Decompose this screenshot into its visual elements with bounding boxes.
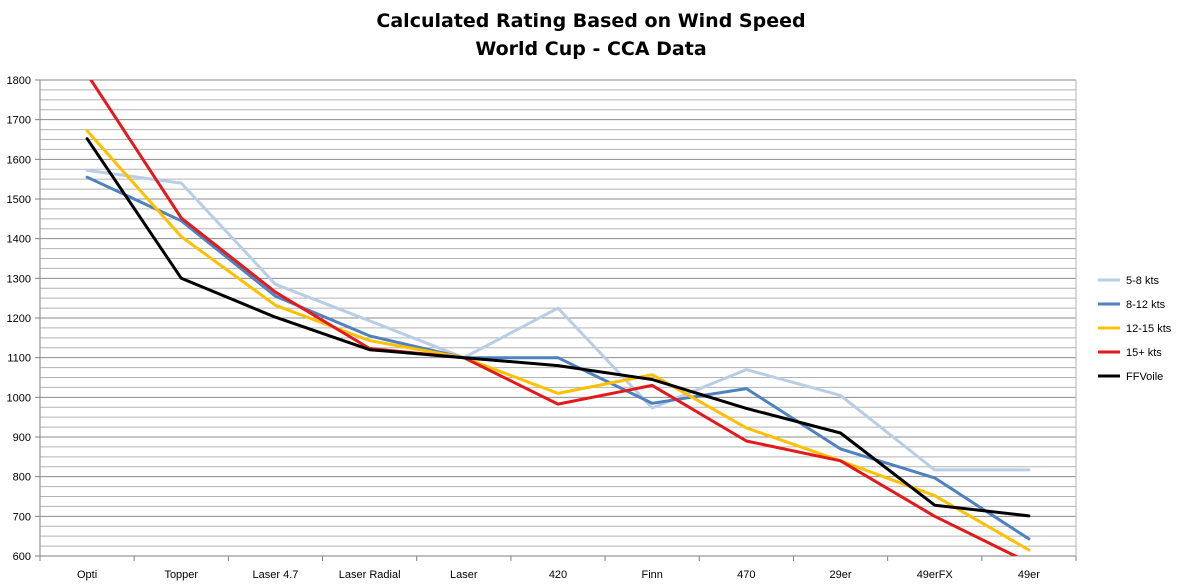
x-tick-label: 49er [1018,569,1040,581]
x-tick-label: Finn [641,569,662,581]
series-line [85,168,1031,472]
y-tick-label: 1500 [7,194,31,206]
x-tick-label: 29er [830,569,852,581]
legend-label: 15+ kts [1126,347,1162,359]
series-line [89,80,1019,556]
chart-title: Calculated Rating Based on Wind Speed [376,10,805,32]
y-tick-label: 1800 [7,75,31,87]
x-tick-label: Laser 4.7 [253,569,299,581]
y-axis-ticks: 600 700 800 900 1000 1100 1200 1300 1400 1500 1600… [7,75,40,563]
gridlines [40,79,1076,557]
chart-subtitle: World Cup - CCA Data [475,38,706,60]
y-tick-label: 1100 [7,353,31,365]
y-tick-label: 1300 [7,273,31,285]
x-tick-label: 420 [549,569,567,581]
y-tick-label: 1000 [7,392,31,404]
legend: 5-8 kts 8-12 kts 12-15 kts 15+ kts FFVoile [1098,275,1172,383]
legend-label: 12-15 kts [1126,323,1172,335]
y-tick-label: 1700 [7,115,31,127]
x-tick-label: Laser [450,569,478,581]
y-tick-label: 1600 [7,154,31,166]
y-tick-label: 700 [13,511,31,523]
legend-label: 5-8 kts [1126,275,1160,287]
legend-label: 8-12 kts [1126,299,1166,311]
series-lines [85,80,1031,556]
series-line [85,137,1031,518]
x-tick-label: 470 [737,569,755,581]
x-tick-label: 49erFX [917,569,954,581]
legend-label: FFVoile [1126,371,1163,383]
y-tick-label: 900 [13,432,31,444]
y-tick-label: 1200 [7,313,31,325]
x-tick-label: Laser Radial [339,569,401,581]
y-tick-label: 800 [13,472,31,484]
series-line [85,129,1031,552]
x-axis-ticks: Opti Topper Laser 4.7 Laser Radial Laser 420 F… [39,556,1077,581]
x-tick-label: Opti [77,569,97,581]
x-tick-label: Topper [164,569,198,581]
y-tick-label: 600 [13,551,31,563]
y-tick-label: 1400 [7,234,31,246]
